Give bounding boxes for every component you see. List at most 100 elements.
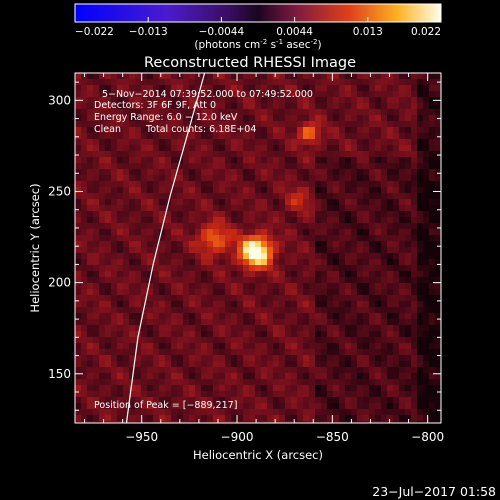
- heatmap-cell: [339, 211, 346, 218]
- heatmap-cell: [351, 187, 358, 194]
- heatmap-cell: [93, 289, 100, 296]
- heatmap-cell: [297, 265, 304, 272]
- heatmap-cell: [219, 139, 226, 146]
- heatmap-cell: [351, 283, 358, 290]
- heatmap-cell: [291, 205, 298, 212]
- heatmap-cell: [327, 301, 334, 308]
- heatmap-cell: [135, 271, 142, 278]
- heatmap-cell: [201, 331, 208, 338]
- heatmap-cell: [141, 199, 148, 206]
- heatmap-cell: [243, 127, 250, 134]
- heatmap-cell: [345, 115, 352, 122]
- heatmap-cell: [381, 271, 388, 278]
- heatmap-cell: [255, 277, 262, 284]
- heatmap-cell: [309, 307, 316, 314]
- heatmap-cell: [99, 163, 106, 170]
- heatmap-cell: [231, 373, 238, 380]
- heatmap-cell: [387, 319, 394, 326]
- heatmap-cell: [267, 271, 274, 278]
- heatmap-cell: [429, 151, 436, 158]
- heatmap-cell: [381, 367, 388, 374]
- heatmap-cell: [87, 319, 94, 326]
- heatmap-cell: [273, 133, 280, 140]
- heatmap-cell: [129, 151, 136, 158]
- heatmap-cell: [225, 217, 232, 224]
- heatmap-cell: [99, 307, 106, 314]
- heatmap-cell: [375, 385, 382, 392]
- heatmap-cell: [123, 343, 130, 350]
- heatmap-cell: [387, 193, 394, 200]
- heatmap-cell: [183, 121, 190, 128]
- heatmap-cell: [249, 145, 256, 152]
- heatmap-cell: [417, 139, 424, 146]
- heatmap-cell: [393, 133, 400, 140]
- heatmap-cell: [117, 115, 124, 122]
- colorbar: [74, 3, 442, 23]
- heatmap-cell: [189, 271, 196, 278]
- heatmap-cell: [375, 289, 382, 296]
- heatmap-cell: [399, 271, 406, 278]
- heatmap-cell: [387, 289, 394, 296]
- heatmap-cell: [123, 121, 130, 128]
- heatmap-cell: [111, 253, 118, 260]
- heatmap-cell: [147, 115, 154, 122]
- heatmap-cell: [315, 373, 322, 380]
- heatmap-cell: [327, 121, 334, 128]
- heatmap-cell: [387, 253, 394, 260]
- heatmap-cell: [417, 127, 424, 134]
- heatmap-cell: [213, 397, 220, 404]
- heatmap-cell: [357, 133, 364, 140]
- heatmap-cell: [411, 229, 418, 236]
- heatmap-cell: [363, 385, 370, 392]
- heatmap-cell: [243, 403, 250, 410]
- heatmap-cell: [285, 151, 292, 158]
- heatmap-cell: [435, 139, 441, 146]
- heatmap-cell: [429, 127, 436, 134]
- heatmap-cell: [429, 385, 436, 392]
- heatmap-cell: [147, 391, 154, 398]
- heatmap-cell: [315, 403, 322, 410]
- heatmap-cell: [249, 361, 256, 368]
- heatmap-cell: [291, 175, 298, 182]
- heatmap-cell: [321, 295, 328, 302]
- heatmap-cell: [285, 307, 292, 314]
- heatmap-cell: [195, 97, 202, 104]
- heatmap-cell: [339, 259, 346, 266]
- heatmap-cell: [351, 103, 358, 110]
- heatmap-cell: [267, 301, 274, 308]
- heatmap-cell: [261, 385, 268, 392]
- heatmap-cell: [135, 277, 142, 284]
- heatmap-cell: [309, 79, 316, 86]
- heatmap-cell: [111, 241, 118, 248]
- heatmap-cell: [123, 205, 130, 212]
- heatmap-cell: [135, 115, 142, 122]
- heatmap-cell: [357, 241, 364, 248]
- heatmap-cell: [303, 367, 310, 374]
- heatmap-cell: [237, 271, 244, 278]
- heatmap-cell: [357, 223, 364, 230]
- heatmap-cell: [111, 175, 118, 182]
- heatmap-cell: [393, 103, 400, 110]
- heatmap-cell: [141, 415, 148, 422]
- heatmap-cell: [369, 157, 376, 164]
- heatmap-cell: [327, 151, 334, 158]
- heatmap-cell: [75, 223, 82, 230]
- heatmap-cell: [321, 193, 328, 200]
- heatmap-cell: [147, 403, 154, 410]
- heatmap-cell: [351, 385, 358, 392]
- heatmap-cell: [183, 127, 190, 134]
- heatmap-cell: [285, 229, 292, 236]
- heatmap-cell: [159, 361, 166, 368]
- heatmap-cell: [291, 211, 298, 218]
- heatmap-cell: [429, 199, 436, 206]
- heatmap-cell: [327, 277, 334, 284]
- heatmap-cell: [189, 343, 196, 350]
- heatmap-cell: [321, 115, 328, 122]
- heatmap-cell: [105, 289, 112, 296]
- heatmap-cell: [207, 409, 214, 416]
- heatmap-cell: [105, 187, 112, 194]
- heatmap-cell: [255, 259, 262, 266]
- heatmap-cell: [243, 109, 250, 116]
- heatmap-cell: [171, 145, 178, 152]
- heatmap-cell: [429, 325, 436, 332]
